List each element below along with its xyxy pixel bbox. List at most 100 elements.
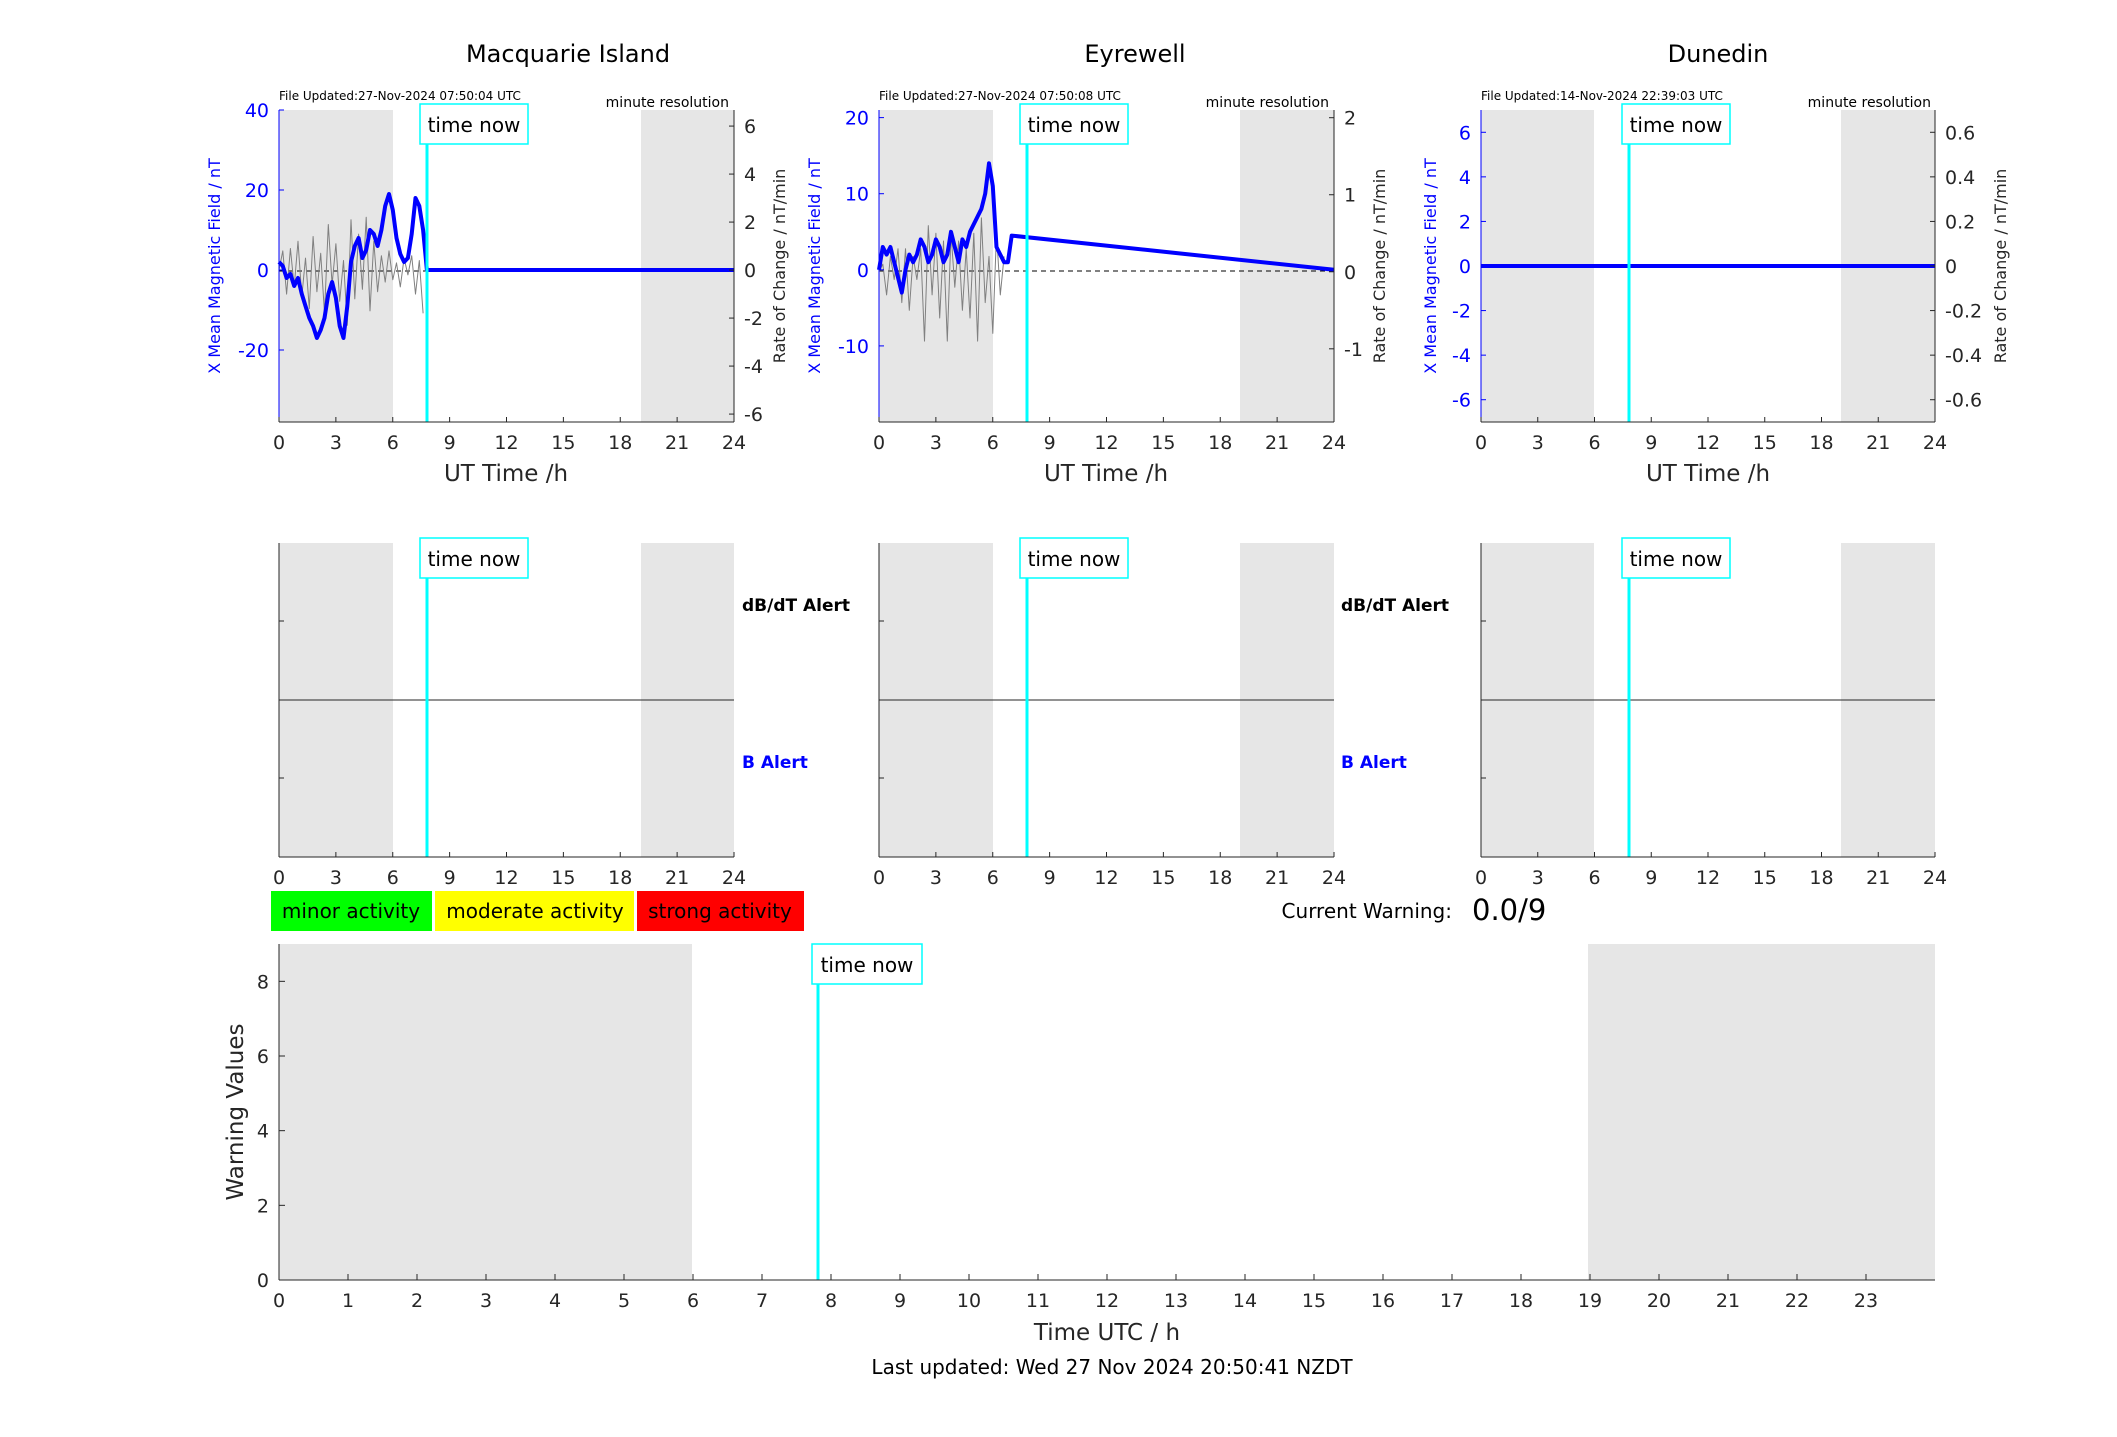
warning-x-label: Time UTC / h <box>1033 1320 1180 1346</box>
x-tick-label: 24 <box>722 432 746 454</box>
resolution-macquarie: minute resolution <box>606 95 729 111</box>
x-tick-label: 21 <box>1716 1290 1740 1312</box>
x-tick-label: 24 <box>1322 432 1346 454</box>
x-tick-label: 21 <box>1265 432 1289 454</box>
time-now-label: time now <box>1028 547 1121 571</box>
x-axis-label-dunedin: UT Time /h <box>1646 461 1770 487</box>
right-y-tick-label: -4 <box>744 356 763 378</box>
x-tick-label: 20 <box>1647 1290 1671 1312</box>
dbdt-alert-label: dB/dT Alert <box>742 596 850 616</box>
left-y-label-dunedin: X Mean Magnetic Field / nT <box>1421 158 1440 374</box>
right-y-tick-label: 0 <box>1945 256 1957 278</box>
right-y-tick-label: -0.4 <box>1945 345 1982 367</box>
x-tick-label: 0 <box>1475 867 1487 889</box>
station-title-eyrewell: Eyrewell <box>1084 40 1185 68</box>
left-y-tick-label: 40 <box>245 100 269 122</box>
legend-strong-swatch <box>637 891 804 931</box>
y-tick-label: 0 <box>257 1270 269 1292</box>
time-now-box <box>419 537 529 579</box>
x-tick-label: 21 <box>1866 432 1890 454</box>
time-now-label: time now <box>1028 113 1121 137</box>
left-y-label-macquarie: X Mean Magnetic Field / nT <box>205 158 224 374</box>
right-y-tick-label: 4 <box>744 164 756 186</box>
x-tick-label: 15 <box>551 432 575 454</box>
x-tick-label: 6 <box>1588 432 1600 454</box>
b-alert-label: B Alert <box>742 753 808 773</box>
x-tick-label: 18 <box>608 432 632 454</box>
current-warning-value: 0.0/9 <box>1472 893 1546 927</box>
x-tick-label: 9 <box>1645 432 1657 454</box>
x-tick-label: 15 <box>1151 867 1175 889</box>
x-tick-label: 9 <box>444 867 456 889</box>
x-tick-label: 18 <box>608 867 632 889</box>
x-tick-label: 9 <box>444 432 456 454</box>
right-y-tick-label: 2 <box>744 212 756 234</box>
right-y-label-dunedin: Rate of Change / nT/min <box>1991 169 2010 364</box>
night-shade <box>279 110 393 422</box>
x-tick-label: 0 <box>273 432 285 454</box>
time-now-box <box>1019 537 1129 579</box>
x-tick-label: 15 <box>1302 1290 1326 1312</box>
right-y-tick-label: 2 <box>1344 108 1356 130</box>
right-y-tick-label: 0 <box>1344 262 1356 284</box>
x-tick-label: 6 <box>387 432 399 454</box>
x-tick-label: 13 <box>1164 1290 1188 1312</box>
night-shade <box>879 110 993 422</box>
x-tick-label: 0 <box>273 1290 285 1312</box>
x-tick-label: 3 <box>1532 867 1544 889</box>
x-tick-label: 16 <box>1371 1290 1395 1312</box>
x-tick-label: 24 <box>1923 432 1947 454</box>
x-tick-label: 12 <box>494 867 518 889</box>
x-tick-label: 1 <box>342 1290 354 1312</box>
x-tick-label: 15 <box>1753 867 1777 889</box>
left-y-tick-label: 6 <box>1459 122 1471 144</box>
x-tick-label: 4 <box>549 1290 561 1312</box>
x-tick-label: 2 <box>411 1290 423 1312</box>
x-tick-label: 15 <box>551 867 575 889</box>
file-updated-eyrewell: File Updated:27-Nov-2024 07:50:08 UTC <box>879 89 1121 103</box>
right-y-tick-label: 0 <box>744 260 756 282</box>
x-tick-label: 14 <box>1233 1290 1257 1312</box>
field-series-line <box>277 192 734 340</box>
x-tick-label: 0 <box>1475 432 1487 454</box>
station-title-dunedin: Dunedin <box>1668 40 1769 68</box>
legend-strong-label: strong activity <box>648 899 792 923</box>
left-y-tick-label: -20 <box>238 340 269 362</box>
rate-series-line <box>878 217 1005 342</box>
x-tick-label: 6 <box>987 867 999 889</box>
x-tick-label: 3 <box>1532 432 1544 454</box>
legend-moderate-label: moderate activity <box>446 899 624 923</box>
alert-chart-dunedin: 0 3 6 9 12 15 18 21 24 time now <box>1475 537 1947 889</box>
right-y-tick-label: 0.6 <box>1945 122 1975 144</box>
y-tick-label: 6 <box>257 1046 269 1068</box>
x-tick-label: 15 <box>1151 432 1175 454</box>
x-tick-label: 22 <box>1785 1290 1809 1312</box>
right-y-label-eyrewell: Rate of Change / nT/min <box>1370 169 1389 364</box>
left-y-tick-label: 0 <box>857 260 869 282</box>
night-shade <box>279 944 692 1280</box>
x-tick-label: 12 <box>1696 867 1720 889</box>
x-tick-label: 12 <box>1696 432 1720 454</box>
x-tick-label: 10 <box>957 1290 981 1312</box>
x-tick-label: 3 <box>330 432 342 454</box>
legend-minor-label: minor activity <box>282 899 420 923</box>
x-tick-label: 23 <box>1854 1290 1878 1312</box>
night-shade <box>641 110 734 422</box>
x-tick-label: 9 <box>1645 867 1657 889</box>
station-title-macquarie: Macquarie Island <box>466 40 670 68</box>
dbdt-alert-label: dB/dT Alert <box>1341 596 1449 616</box>
time-now-box <box>811 943 923 985</box>
right-y-tick-label: 0.4 <box>1945 167 1975 189</box>
x-tick-label: 12 <box>1095 1290 1119 1312</box>
x-tick-label: 11 <box>1026 1290 1050 1312</box>
right-y-tick-label: 0.2 <box>1945 211 1975 233</box>
field-series-line <box>877 161 1335 295</box>
time-now-box <box>1621 103 1731 145</box>
time-now-box <box>1019 103 1129 145</box>
x-tick-label: 9 <box>1044 432 1056 454</box>
x-tick-label: 18 <box>1208 867 1232 889</box>
x-tick-label: 6 <box>987 432 999 454</box>
x-tick-label: 17 <box>1440 1290 1464 1312</box>
